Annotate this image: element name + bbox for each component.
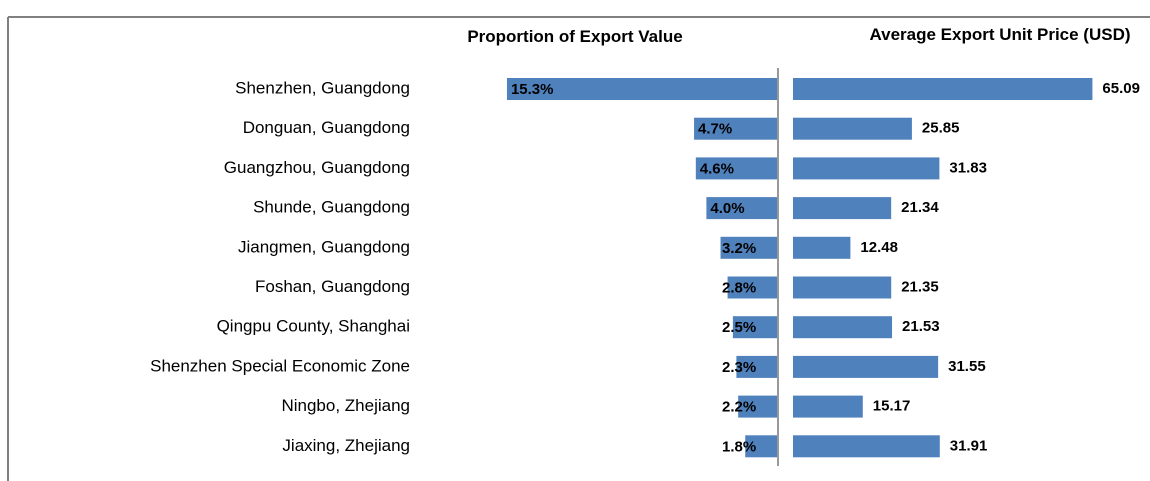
value-label: 2.8% — [722, 279, 756, 296]
value-label: 2.5% — [722, 319, 756, 336]
bar — [793, 435, 940, 458]
value-label: 2.3% — [722, 359, 756, 376]
value-label: 4.7% — [698, 121, 732, 138]
bar — [793, 117, 912, 140]
bar — [793, 276, 892, 299]
value-label: 31.83 — [949, 159, 987, 176]
category-label: Jiaxing, Zhejiang — [282, 436, 410, 455]
bar — [736, 355, 777, 378]
value-label: 15.17 — [873, 398, 911, 415]
bar — [745, 435, 777, 458]
panel-title: Average Export Unit Price (USD) — [869, 25, 1131, 44]
bar — [793, 78, 1093, 100]
bar — [727, 276, 777, 299]
category-label: Foshan, Guangdong — [255, 277, 410, 296]
category-label: Shunde, Guangdong — [253, 198, 410, 217]
category-label: Qingpu County, Shanghai — [217, 317, 410, 336]
bar — [732, 316, 777, 339]
value-label: 15.3% — [511, 81, 554, 98]
bar — [793, 157, 940, 180]
bar — [738, 395, 777, 418]
value-label: 25.85 — [922, 120, 960, 137]
bar — [706, 197, 777, 220]
value-label: 21.34 — [901, 199, 939, 216]
category-label: Shenzhen, Guangdong — [235, 78, 410, 97]
value-label: 31.55 — [948, 358, 986, 375]
bar — [695, 157, 777, 180]
value-label: 12.48 — [860, 239, 898, 256]
value-label: 31.91 — [950, 437, 988, 454]
category-label: Jiangmen, Guangdong — [238, 237, 410, 256]
category-label: Donguan, Guangdong — [243, 118, 410, 137]
value-label: 4.0% — [710, 200, 744, 217]
bar — [793, 355, 939, 378]
bar — [793, 197, 892, 220]
value-label: 21.35 — [901, 278, 939, 295]
value-label: 21.53 — [902, 318, 940, 335]
category-label: Shenzhen Special Economic Zone — [150, 356, 410, 375]
value-label: 1.8% — [722, 438, 756, 455]
value-label: 2.2% — [722, 399, 756, 416]
bar — [793, 236, 851, 259]
value-label: 3.2% — [722, 240, 756, 257]
category-label: Ningbo, Zhejiang — [281, 396, 410, 415]
bar — [793, 316, 893, 339]
bar — [694, 117, 777, 140]
bar — [506, 78, 777, 100]
panel-title: Proportion of Export Value — [467, 27, 683, 46]
value-label: 65.09 — [1102, 80, 1140, 97]
category-label: Guangzhou, Guangdong — [224, 158, 410, 177]
value-label: 4.6% — [700, 160, 734, 177]
bar — [720, 236, 777, 259]
bar — [793, 395, 863, 418]
